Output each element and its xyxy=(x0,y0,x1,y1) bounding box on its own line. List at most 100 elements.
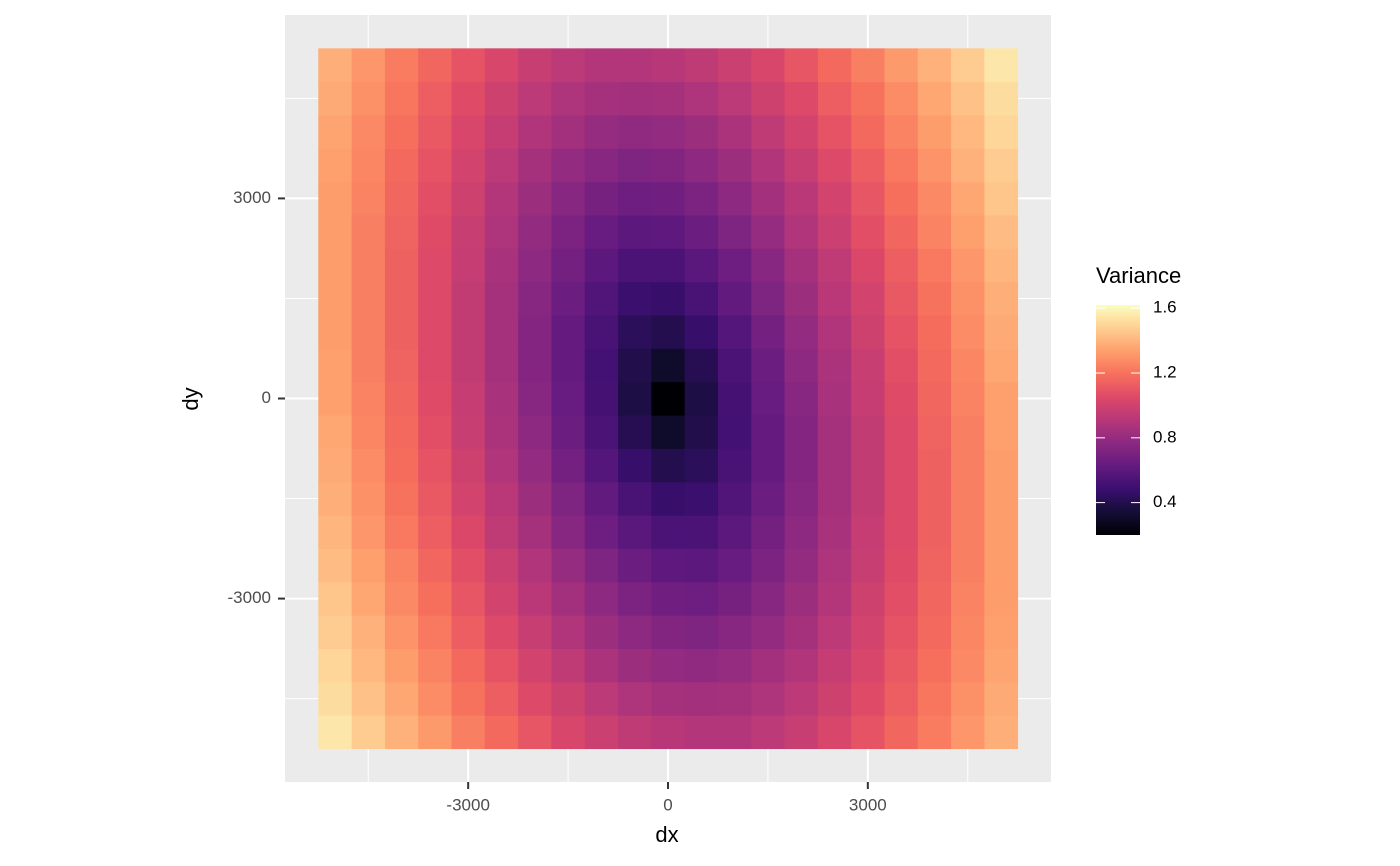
heatmap-cell xyxy=(651,148,686,183)
heatmap-cell xyxy=(951,615,985,650)
heatmap-cell xyxy=(351,415,386,449)
heatmap-cell xyxy=(751,148,785,183)
heatmap-cell xyxy=(684,315,719,349)
heatmap-cell xyxy=(984,348,1019,383)
heatmap-cell xyxy=(518,81,552,116)
heatmap-cell xyxy=(384,215,419,249)
y-axis-title: dy xyxy=(178,387,203,410)
heatmap-cell xyxy=(817,81,852,116)
heatmap-cell xyxy=(384,715,419,750)
heatmap-cell xyxy=(651,481,686,516)
heatmap-cell xyxy=(584,715,619,750)
heatmap-cell xyxy=(751,348,785,383)
heatmap-cell xyxy=(684,648,719,683)
heatmap-cell xyxy=(717,448,752,483)
heatmap-cell xyxy=(618,715,652,750)
heatmap-cell xyxy=(917,548,952,583)
colorbar xyxy=(1096,305,1140,535)
heatmap-cell xyxy=(518,181,552,216)
heatmap-cell xyxy=(784,548,819,583)
heatmap-cell xyxy=(418,648,452,683)
heatmap-cell xyxy=(784,48,819,83)
heatmap-cell xyxy=(651,515,686,549)
heatmap-cell xyxy=(451,381,486,416)
heatmap-cell xyxy=(951,48,985,83)
heatmap-cell xyxy=(484,81,519,116)
heatmap-cell xyxy=(518,581,552,616)
heatmap-cell xyxy=(351,48,386,83)
heatmap-cell xyxy=(784,481,819,516)
heatmap-cell xyxy=(451,348,486,383)
x-tick-label: -3000 xyxy=(446,795,489,814)
heatmap-cell xyxy=(418,448,452,483)
heatmap-cell xyxy=(484,48,519,83)
heatmap-cell xyxy=(951,281,985,316)
heatmap-cell xyxy=(451,248,486,283)
heatmap-cell xyxy=(917,515,952,549)
heatmap-cell xyxy=(384,615,419,650)
heatmap-cell xyxy=(518,648,552,683)
heatmap-cell xyxy=(751,281,785,316)
heatmap-cell xyxy=(851,681,885,716)
heatmap-cell xyxy=(951,415,985,449)
heatmap-cell xyxy=(951,681,985,716)
heatmap-cell xyxy=(584,415,619,449)
heatmap-cell xyxy=(451,481,486,516)
heatmap-cell xyxy=(551,315,586,349)
heatmap-cell xyxy=(751,581,785,616)
heatmap-cell xyxy=(917,681,952,716)
heatmap-cell xyxy=(351,715,386,750)
heatmap-cell xyxy=(418,148,452,183)
heatmap-cell xyxy=(651,548,686,583)
heatmap-cell xyxy=(518,548,552,583)
heatmap-cell xyxy=(917,248,952,283)
heatmap-cell xyxy=(351,548,386,583)
heatmap-cell xyxy=(451,648,486,683)
heatmap-cell xyxy=(351,115,386,149)
heatmap-cell xyxy=(618,248,652,283)
heatmap-cell xyxy=(851,115,885,149)
heatmap-cell xyxy=(551,181,586,216)
heatmap-cell xyxy=(651,448,686,483)
heatmap-cell xyxy=(884,448,919,483)
heatmap-cell xyxy=(551,215,586,249)
heatmap-cell xyxy=(984,681,1019,716)
heatmap-cell xyxy=(584,615,619,650)
heatmap-cell xyxy=(618,548,652,583)
heatmap-cell xyxy=(651,48,686,83)
heatmap-cell xyxy=(917,381,952,416)
heatmap-cell xyxy=(384,281,419,316)
heatmap-cell xyxy=(518,281,552,316)
heatmap-cell xyxy=(451,448,486,483)
heatmap-cell xyxy=(584,348,619,383)
heatmap-cell xyxy=(318,48,353,83)
heatmap-cell xyxy=(717,615,752,650)
heatmap-cell xyxy=(984,415,1019,449)
heatmap-cell xyxy=(318,448,353,483)
heatmap-cell xyxy=(418,281,452,316)
heatmap-cell xyxy=(451,581,486,616)
heatmap-cell xyxy=(351,615,386,650)
heatmap-cell xyxy=(451,548,486,583)
heatmap-cell xyxy=(884,715,919,750)
heatmap-cell xyxy=(484,115,519,149)
heatmap-cell xyxy=(951,448,985,483)
heatmap-cell xyxy=(418,515,452,549)
heatmap-cell xyxy=(684,148,719,183)
heatmap-cell xyxy=(651,115,686,149)
heatmap-cell xyxy=(951,215,985,249)
heatmap-cell xyxy=(684,181,719,216)
legend: Variance 0.4 0.8 1.2 1.6 xyxy=(1096,263,1181,535)
heatmap-cell xyxy=(351,448,386,483)
heatmap-cell xyxy=(884,315,919,349)
heatmap-cell xyxy=(384,648,419,683)
heatmap-cell xyxy=(584,515,619,549)
colorbar-tick-label: 1.6 xyxy=(1153,298,1177,317)
heatmap-cell xyxy=(618,148,652,183)
heatmap-cell xyxy=(318,415,353,449)
heatmap-cell xyxy=(984,181,1019,216)
heatmap-cell xyxy=(984,248,1019,283)
heatmap-cell xyxy=(684,215,719,249)
heatmap-cell xyxy=(817,715,852,750)
